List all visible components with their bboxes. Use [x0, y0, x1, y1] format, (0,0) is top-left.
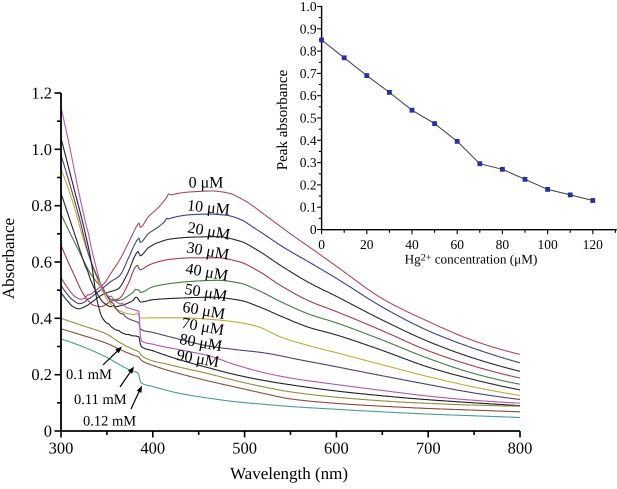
svg-text:0: 0: [318, 237, 325, 252]
svg-text:0.12 mM: 0.12 mM: [83, 414, 136, 430]
svg-text:0.7: 0.7: [300, 66, 317, 81]
svg-text:80: 80: [496, 237, 510, 252]
svg-text:0.1: 0.1: [300, 200, 317, 215]
svg-text:0.2: 0.2: [31, 365, 52, 384]
svg-text:0.2: 0.2: [300, 177, 317, 192]
svg-text:1.0: 1.0: [31, 140, 52, 159]
svg-text:0 μM: 0 μM: [189, 175, 224, 192]
svg-text:400: 400: [140, 439, 165, 458]
svg-text:1.0: 1.0: [300, 0, 317, 14]
svg-text:100: 100: [537, 237, 558, 252]
svg-text:800: 800: [508, 439, 533, 458]
svg-text:Hg2+ concentration (μM): Hg2+ concentration (μM): [405, 252, 538, 267]
svg-text:0.9: 0.9: [300, 21, 317, 36]
svg-text:0.4: 0.4: [31, 309, 52, 328]
svg-text:0.8: 0.8: [300, 44, 317, 59]
svg-text:1.2: 1.2: [31, 84, 52, 103]
svg-text:0.6: 0.6: [300, 88, 317, 103]
svg-text:0.4: 0.4: [300, 133, 317, 148]
svg-text:40: 40: [405, 237, 419, 252]
svg-text:0.8: 0.8: [31, 196, 52, 215]
svg-text:300: 300: [49, 439, 74, 458]
svg-text:0.5: 0.5: [300, 111, 317, 126]
svg-text:0: 0: [310, 222, 317, 237]
svg-text:Peak absorbance: Peak absorbance: [275, 69, 291, 170]
svg-text:0.3: 0.3: [300, 155, 317, 170]
svg-text:600: 600: [324, 439, 349, 458]
svg-text:0.6: 0.6: [31, 253, 52, 272]
svg-text:120: 120: [583, 237, 604, 252]
svg-text:10 μM: 10 μM: [186, 197, 230, 218]
svg-text:20: 20: [360, 237, 374, 252]
svg-text:500: 500: [232, 439, 257, 458]
svg-text:0: 0: [44, 422, 52, 441]
svg-text:0.11 mM: 0.11 mM: [74, 392, 127, 408]
svg-text:Wavelength (nm): Wavelength (nm): [230, 464, 348, 483]
svg-text:Absorbance: Absorbance: [0, 218, 18, 299]
svg-text:700: 700: [416, 439, 441, 458]
svg-text:0.1 mM: 0.1 mM: [66, 367, 112, 383]
svg-text:60: 60: [450, 237, 464, 252]
